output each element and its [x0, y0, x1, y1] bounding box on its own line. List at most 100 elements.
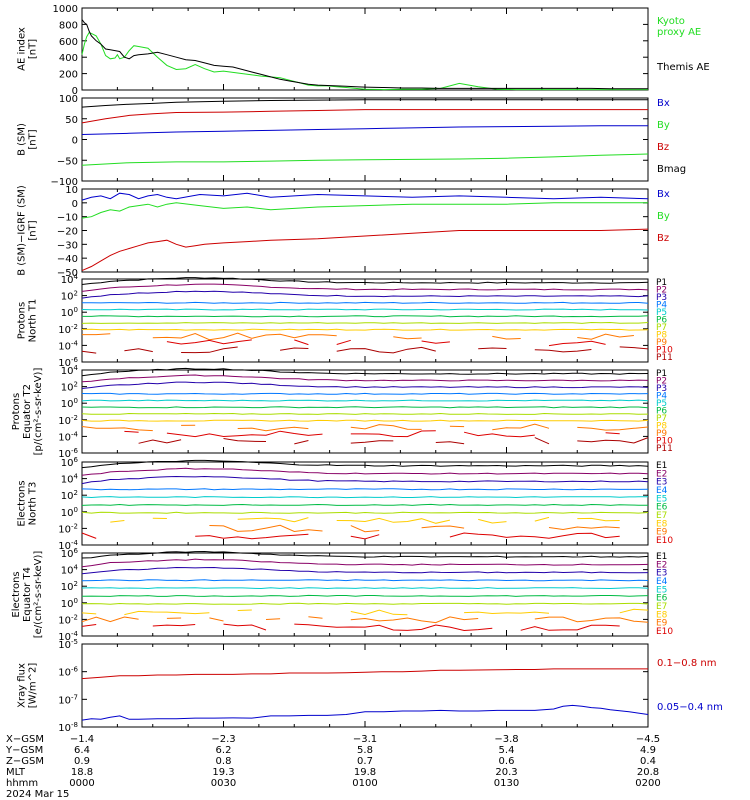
flux-trace-e1: [81, 459, 649, 469]
y-tick-label: 600: [59, 37, 78, 48]
legend-entry: P3: [656, 293, 667, 303]
flux-trace-p5: [81, 308, 649, 311]
y-tick-label: 10-4: [58, 630, 78, 643]
legend-entry: E1: [656, 461, 667, 471]
y-tick-label: 200: [59, 70, 78, 81]
x-axis-row-label: Y−GSM: [5, 745, 43, 756]
x-axis-row-value: 0.4: [640, 756, 656, 767]
series-0-1-0-8-nm: [81, 668, 648, 680]
legend-entry: Kyoto: [657, 16, 685, 27]
flux-trace-e8: [478, 518, 507, 524]
x-axis-row-value: 0200: [635, 778, 660, 789]
series-themis-ae: [81, 19, 648, 90]
x-axis-row-value: 0.7: [357, 756, 373, 767]
flux-trace-p2: [81, 374, 649, 383]
legend-entry: proxy AE: [657, 27, 701, 38]
legend-entry: P4: [656, 301, 667, 311]
x-axis-row-value: −2.3: [211, 734, 235, 745]
legend-entry: P1: [656, 278, 667, 288]
legend-entry: E4: [656, 486, 668, 496]
y-tick-label: −50: [57, 268, 78, 279]
y-tick-label: −10: [57, 213, 78, 224]
y-tick-label: 0: [72, 86, 78, 97]
y-axis-title: [W/m^2]: [28, 663, 39, 709]
flux-trace-e4: [81, 488, 649, 491]
y-axis-title: [nT]: [28, 220, 39, 240]
y-tick-label: 100: [61, 506, 78, 519]
y-axis-title: [e/(cm²-s-sr-keV)]: [33, 551, 44, 639]
flux-trace-p11: [435, 441, 465, 445]
panel-frame: [81, 278, 649, 363]
flux-trace-p3: [81, 381, 649, 389]
flux-trace-p6: [82, 315, 649, 318]
flux-trace-e7: [81, 602, 649, 605]
flux-trace-p11: [350, 440, 394, 444]
y-axis-title: AE index: [17, 27, 28, 71]
flux-trace-p9: [492, 335, 521, 340]
x-axis-row-value: −4.5: [636, 734, 660, 745]
panel-pn1: [81, 278, 649, 363]
flux-trace-e8: [81, 612, 97, 615]
flux-trace-p1: [81, 367, 649, 377]
flux-trace-p10: [421, 340, 450, 344]
y-axis-title: Xray flux: [17, 663, 28, 708]
y-tick-label: 104: [61, 564, 79, 577]
legend-entry: P5: [656, 399, 667, 409]
x-axis-row-value: −3.8: [494, 734, 518, 745]
legend-entry: P2: [656, 286, 667, 296]
x-axis-row-value: 0.8: [216, 756, 232, 767]
y-tick-label: −100: [51, 177, 78, 188]
x-axis-row-value: 0030: [211, 778, 236, 789]
legend-entry: P3: [656, 384, 667, 394]
legend-entry: P6: [656, 407, 667, 417]
flux-trace-e9: [548, 526, 620, 531]
y-tick-label: 106: [61, 547, 79, 560]
legend-entry: P8: [656, 331, 667, 341]
x-axis-row-value: 4.9: [640, 745, 656, 756]
legend-entry: E2: [656, 560, 667, 570]
flux-trace-e5: [81, 496, 648, 499]
flux-trace-p6: [81, 406, 649, 409]
legend-entry: E5: [656, 494, 667, 504]
legend-entry: 0.1−0.8 nm: [657, 658, 716, 669]
y-tick-label: 102: [61, 489, 78, 502]
series-bx: [81, 192, 649, 201]
y-tick-label: −20: [57, 227, 78, 238]
flux-trace-p9: [152, 332, 337, 341]
flux-trace-e10: [81, 624, 97, 627]
flux-trace-e9: [265, 618, 281, 620]
y-tick-label: 10-2: [58, 323, 78, 336]
x-axis-row-label: MLT: [6, 767, 26, 778]
flux-trace-p1: [81, 277, 649, 285]
y-tick-label: 0: [72, 199, 78, 210]
flux-trace-e3: [81, 566, 649, 575]
x-axis-row-value: 0.6: [499, 756, 515, 767]
legend-entry: E4: [656, 577, 668, 587]
flux-trace-e10: [294, 623, 493, 632]
y-tick-label: 10: [65, 185, 78, 196]
flux-trace-p10: [294, 339, 309, 346]
series-bz: [81, 109, 648, 124]
x-axis-row-value: 6.4: [74, 745, 90, 756]
legend-entry: E1: [656, 552, 667, 562]
panel-frame: [81, 7, 649, 91]
flux-trace-e6: [81, 594, 649, 597]
flux-trace-e3: [81, 475, 649, 485]
x-axis-row-value: −3.1: [353, 734, 377, 745]
legend-entry: E8: [656, 519, 668, 529]
flux-trace-e1: [81, 550, 649, 559]
y-tick-label: 102: [61, 580, 78, 593]
panel-frame: [81, 97, 649, 182]
flux-trace-p3: [81, 290, 649, 299]
legend-entry: E6: [656, 503, 668, 513]
legend-entry: E7: [656, 511, 667, 521]
y-axis-title: Electrons: [11, 571, 22, 617]
x-axis-row-value: 0130: [494, 778, 519, 789]
y-tick-label: 102: [61, 381, 78, 394]
flux-trace-p10: [166, 339, 252, 345]
y-tick-label: 10-6: [58, 356, 78, 369]
y-axis-title: North T1: [28, 299, 39, 343]
y-axis-title: [p/(cm²-s-sr-keV)]: [33, 368, 44, 456]
flux-trace-e6: [81, 503, 648, 506]
y-axis-title: B (SM): [17, 123, 28, 156]
